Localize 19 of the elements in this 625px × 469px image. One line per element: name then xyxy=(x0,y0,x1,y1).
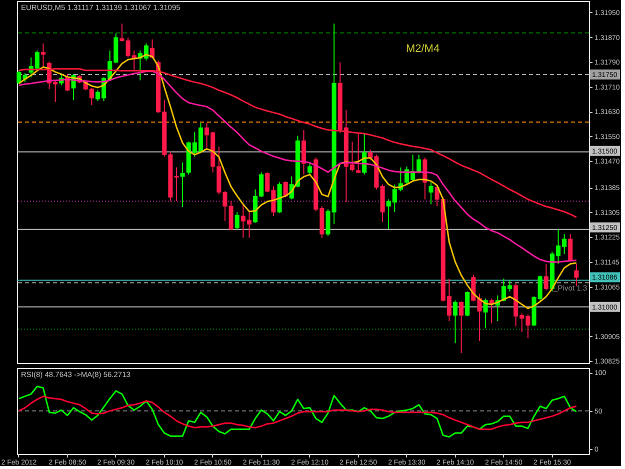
candlestick xyxy=(234,212,240,230)
candlestick xyxy=(459,300,464,354)
candlestick xyxy=(574,263,579,287)
candlestick xyxy=(489,298,494,324)
annotation: M2/M4 xyxy=(406,43,440,55)
candlestick xyxy=(465,290,470,317)
candlestick xyxy=(544,263,548,291)
line-series xyxy=(18,396,578,430)
candlestick xyxy=(308,162,312,176)
candlestick xyxy=(483,298,488,329)
candlestick xyxy=(452,300,458,344)
candlestick xyxy=(568,234,573,262)
candlestick xyxy=(428,182,434,205)
line-series xyxy=(18,386,578,438)
candlestick xyxy=(301,129,306,176)
candlestick xyxy=(283,180,288,198)
candlestick xyxy=(40,42,46,68)
candlestick xyxy=(180,162,185,208)
candlestick xyxy=(356,132,361,174)
